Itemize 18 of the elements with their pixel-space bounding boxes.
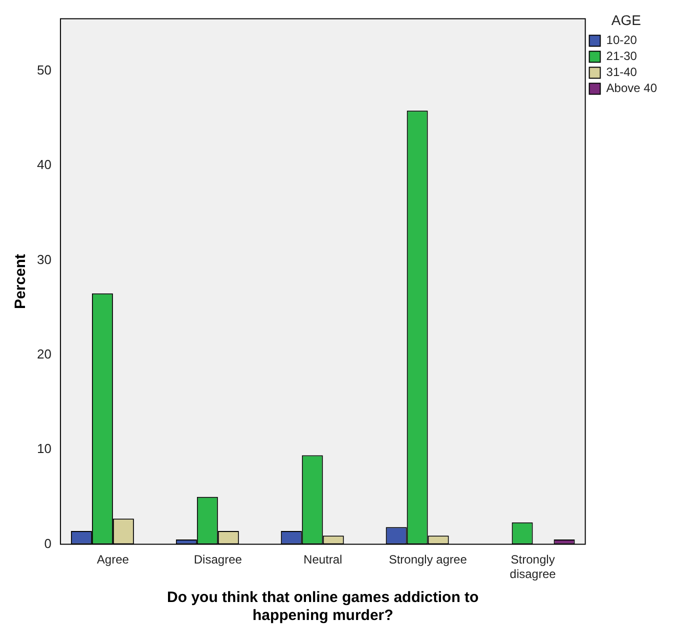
y-tick-label: 30 [36, 252, 52, 267]
legend-label: 31-40 [606, 65, 638, 80]
legend-label: 21-30 [606, 49, 638, 64]
x-axis-title: Do you think that online games addiction to happening murder? [167, 589, 479, 624]
y-tick-label: 20 [36, 346, 52, 362]
legend-title: AGE [611, 12, 641, 28]
x-tick-label: Strongly agree [388, 552, 468, 567]
y-tick-label: 40 [36, 157, 52, 172]
y-tick-label: 0 [44, 536, 52, 551]
legend-label: Above 40 [606, 81, 658, 96]
y-tick-label: 10 [36, 441, 52, 456]
x-tick-label: Agree [96, 552, 130, 567]
y-tick-label: 50 [36, 62, 52, 78]
x-tick-label: Neutral [304, 552, 342, 567]
x-tick-label: Disagree [194, 552, 242, 567]
x-tick-label: Strongly disagree [510, 552, 556, 582]
legend-label: 10-20 [606, 33, 638, 48]
y-axis-title: Percent [12, 254, 30, 310]
